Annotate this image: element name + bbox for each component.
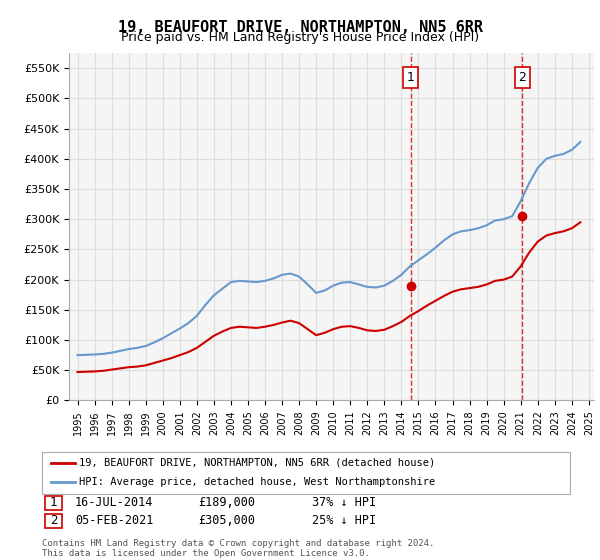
Text: Contains HM Land Registry data © Crown copyright and database right 2024.
This d: Contains HM Land Registry data © Crown c…	[42, 539, 434, 558]
Text: 19, BEAUFORT DRIVE, NORTHAMPTON, NN5 6RR (detached house): 19, BEAUFORT DRIVE, NORTHAMPTON, NN5 6RR…	[79, 458, 436, 468]
Text: Price paid vs. HM Land Registry's House Price Index (HPI): Price paid vs. HM Land Registry's House …	[121, 31, 479, 44]
Text: 19, BEAUFORT DRIVE, NORTHAMPTON, NN5 6RR: 19, BEAUFORT DRIVE, NORTHAMPTON, NN5 6RR	[118, 20, 482, 35]
Text: £305,000: £305,000	[198, 514, 255, 528]
Text: £189,000: £189,000	[198, 496, 255, 509]
Text: 05-FEB-2021: 05-FEB-2021	[75, 514, 154, 528]
Text: 2: 2	[518, 71, 526, 84]
Text: 1: 1	[50, 496, 57, 509]
Text: 2: 2	[50, 514, 57, 528]
Text: 1: 1	[407, 71, 415, 84]
Text: HPI: Average price, detached house, West Northamptonshire: HPI: Average price, detached house, West…	[79, 477, 436, 487]
Text: 16-JUL-2014: 16-JUL-2014	[75, 496, 154, 509]
Text: 37% ↓ HPI: 37% ↓ HPI	[312, 496, 376, 509]
Text: 25% ↓ HPI: 25% ↓ HPI	[312, 514, 376, 528]
